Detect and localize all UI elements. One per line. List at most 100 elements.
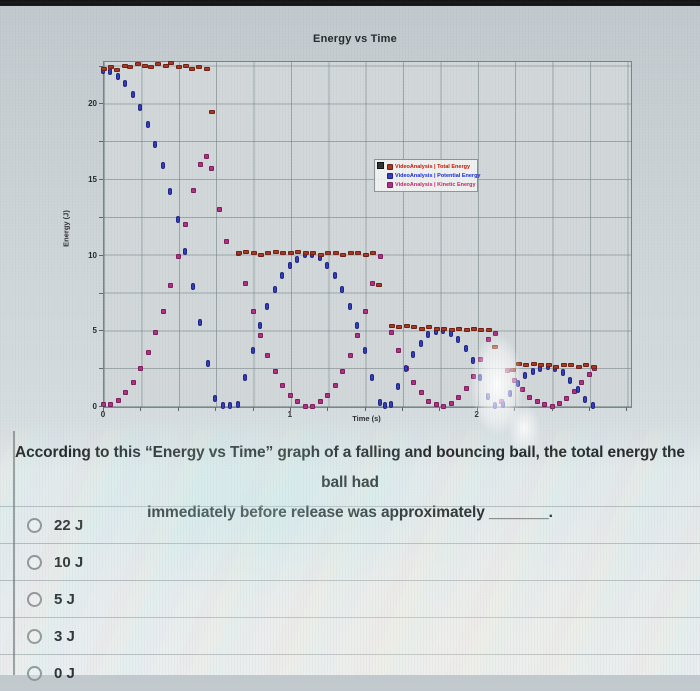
data-point [463,344,468,352]
data-point [471,373,477,379]
radio-button-0j[interactable] [27,665,42,681]
data-point [471,357,476,365]
data-point [519,387,525,393]
data-point [396,382,401,390]
data-point [564,396,570,402]
data-point [538,363,545,368]
data-point [411,351,416,359]
data-point [463,328,470,333]
legend-marker-icon [387,181,393,188]
data-point [209,166,215,172]
data-point [134,62,141,67]
data-point [332,272,337,280]
data-point [355,332,361,338]
option-row-5j[interactable]: 5 J [0,580,700,617]
data-point [590,402,595,410]
data-point [213,394,218,402]
data-point [115,72,120,80]
option-row-3j[interactable]: 3 J [0,617,700,654]
data-point [130,379,136,385]
data-point [123,80,128,88]
data-point [355,322,360,330]
data-point [224,239,230,245]
data-point [196,65,203,70]
data-point [568,376,573,384]
x-tick-mark [177,407,179,411]
data-point [175,254,181,260]
data-point [317,399,323,405]
radio-button-3j[interactable] [27,628,42,644]
data-point [396,348,402,353]
data-point [340,369,346,375]
radio-button-22j[interactable] [27,517,42,533]
data-point [362,308,368,314]
answer-options-list: 22 J 10 J 5 J 3 J 0 J [0,506,700,691]
data-point [257,322,262,330]
data-point [515,379,520,387]
data-point [257,332,263,338]
data-point [396,325,403,330]
data-point [250,346,255,354]
data-point [265,251,272,256]
data-point [228,402,233,410]
legend-box-icon [377,162,384,169]
data-point [388,400,393,408]
radio-button-5j[interactable] [27,591,42,607]
data-point [287,261,292,269]
data-point [553,364,560,369]
data-point [448,328,455,333]
legend-label: VideoAnalysis | Total Energy [395,163,470,170]
x-tick-mark [439,407,441,411]
data-point [586,372,592,378]
x-tick-mark [588,407,590,411]
data-point [418,326,425,331]
data-point [426,331,431,339]
data-point [377,399,382,407]
data-point [556,400,562,406]
data-point [370,281,376,287]
data-point [403,364,408,372]
x-tick-label: 2 [474,410,479,419]
data-point [317,252,324,257]
option-row-22j[interactable]: 22 J [0,506,700,543]
data-point [235,251,242,256]
data-point [145,349,151,355]
data-point [403,323,410,328]
data-point [590,364,597,369]
data-point [272,249,279,254]
data-point [265,302,270,310]
data-point [160,161,165,169]
data-point [456,394,462,400]
data-point [302,251,309,256]
data-point [287,251,294,256]
data-point [418,390,424,396]
data-point [362,346,367,354]
data-point [130,90,135,98]
data-point [583,363,590,368]
data-point [147,65,154,70]
data-point [114,68,121,73]
x-tick-mark [140,407,142,411]
y-tick-mark [99,216,103,218]
option-row-0j[interactable]: 0 J [0,654,700,691]
data-point [534,399,540,405]
data-point [235,400,240,408]
data-point [108,68,113,76]
x-tick-mark [626,407,628,411]
data-point [471,326,478,331]
radio-button-10j[interactable] [27,554,42,570]
energy-time-chart: Energy vs Time Energy (J) Time (s) Video… [0,6,700,434]
x-tick-mark [514,407,516,411]
x-tick-mark [327,407,329,411]
data-point [456,326,463,331]
data-point [250,251,257,256]
data-point [583,396,588,404]
data-point [485,328,492,333]
option-row-10j[interactable]: 10 J [0,543,700,580]
x-tick-mark [402,407,403,411]
data-point [383,402,388,410]
y-axis-label: Energy (J) [61,210,71,247]
data-point [325,251,332,256]
chart-title: Energy vs Time [313,33,397,45]
data-point [560,363,567,368]
